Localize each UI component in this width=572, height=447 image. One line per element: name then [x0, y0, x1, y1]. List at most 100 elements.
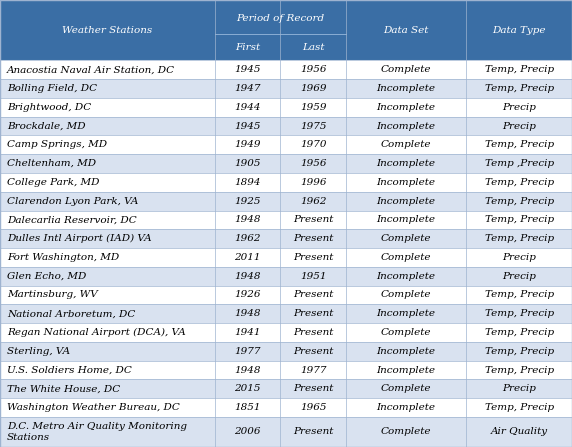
Text: Dulles Intl Airport (IAD) VA: Dulles Intl Airport (IAD) VA: [7, 234, 152, 243]
Text: Incomplete: Incomplete: [376, 347, 436, 356]
Text: Weather Stations: Weather Stations: [62, 25, 152, 35]
Bar: [0, 286, 572, 304]
Text: Temp, Precip: Temp, Precip: [484, 403, 554, 412]
Text: 1956: 1956: [300, 159, 327, 168]
Text: 1851: 1851: [234, 403, 261, 412]
Text: Present: Present: [293, 309, 333, 318]
Text: Camp Springs, MD: Camp Springs, MD: [7, 140, 107, 149]
Text: Dalecarlia Reservoir, DC: Dalecarlia Reservoir, DC: [7, 215, 137, 224]
Text: 1925: 1925: [234, 197, 261, 206]
Text: Complete: Complete: [381, 65, 431, 74]
Bar: [0, 380, 572, 398]
Text: Bolling Field, DC: Bolling Field, DC: [7, 84, 97, 93]
Text: National Arboretum, DC: National Arboretum, DC: [7, 309, 135, 318]
Text: Period of Record: Period of Record: [236, 13, 324, 23]
Text: Temp ,Precip: Temp ,Precip: [484, 159, 554, 168]
Text: Temp, Precip: Temp, Precip: [484, 178, 554, 187]
Bar: [0, 60, 572, 79]
Bar: [0, 342, 572, 361]
Text: 1948: 1948: [234, 366, 261, 375]
Text: Anacostia Naval Air Station, DC: Anacostia Naval Air Station, DC: [7, 65, 175, 74]
Text: Fort Washington, MD: Fort Washington, MD: [7, 253, 119, 262]
Text: Air Quality: Air Quality: [491, 427, 547, 436]
Text: Temp, Precip: Temp, Precip: [484, 328, 554, 337]
Text: 1977: 1977: [300, 366, 327, 375]
Text: 1959: 1959: [300, 103, 327, 112]
Text: Present: Present: [293, 328, 333, 337]
Text: Precip: Precip: [502, 122, 536, 131]
Text: 1926: 1926: [234, 291, 261, 299]
Bar: [0, 304, 572, 323]
Text: Clarendon Lyon Park, VA: Clarendon Lyon Park, VA: [7, 197, 138, 206]
Text: First: First: [235, 42, 260, 51]
Bar: [0, 135, 572, 154]
Text: Complete: Complete: [381, 291, 431, 299]
Text: Present: Present: [293, 215, 333, 224]
Bar: [0, 98, 572, 117]
Text: 1945: 1945: [234, 65, 261, 74]
Text: Present: Present: [293, 427, 333, 436]
Text: 1962: 1962: [300, 197, 327, 206]
Text: 2011: 2011: [234, 253, 261, 262]
Text: Incomplete: Incomplete: [376, 403, 436, 412]
Text: Incomplete: Incomplete: [376, 103, 436, 112]
Text: 1948: 1948: [234, 309, 261, 318]
Text: Incomplete: Incomplete: [376, 159, 436, 168]
Text: 1945: 1945: [234, 122, 261, 131]
Bar: [0, 0, 572, 60]
Text: 1894: 1894: [234, 178, 261, 187]
Text: Complete: Complete: [381, 328, 431, 337]
Text: Incomplete: Incomplete: [376, 197, 436, 206]
Text: Precip: Precip: [502, 384, 536, 393]
Text: 1948: 1948: [234, 272, 261, 281]
Text: Brightwood, DC: Brightwood, DC: [7, 103, 91, 112]
Text: 1975: 1975: [300, 122, 327, 131]
Bar: [0, 0, 572, 60]
Text: 1951: 1951: [300, 272, 327, 281]
Text: Complete: Complete: [381, 253, 431, 262]
Bar: [0, 248, 572, 267]
Text: 1947: 1947: [234, 84, 261, 93]
Bar: [0, 323, 572, 342]
Text: Data Type: Data Type: [492, 25, 546, 35]
Text: Complete: Complete: [381, 234, 431, 243]
Bar: [0, 211, 572, 229]
Text: 1977: 1977: [234, 347, 261, 356]
Text: Temp, Precip: Temp, Precip: [484, 140, 554, 149]
Text: Incomplete: Incomplete: [376, 122, 436, 131]
Text: 1962: 1962: [234, 234, 261, 243]
Text: Regan National Airport (DCA), VA: Regan National Airport (DCA), VA: [7, 328, 185, 337]
Text: Temp, Precip: Temp, Precip: [484, 65, 554, 74]
Text: 1948: 1948: [234, 215, 261, 224]
Text: Incomplete: Incomplete: [376, 215, 436, 224]
Text: Washington Weather Bureau, DC: Washington Weather Bureau, DC: [7, 403, 180, 412]
Text: Incomplete: Incomplete: [376, 272, 436, 281]
Text: 1996: 1996: [300, 178, 327, 187]
Text: Incomplete: Incomplete: [376, 366, 436, 375]
Text: Present: Present: [293, 234, 333, 243]
Text: Martinsburg, WV: Martinsburg, WV: [7, 291, 98, 299]
Text: Incomplete: Incomplete: [376, 178, 436, 187]
Text: Temp, Precip: Temp, Precip: [484, 84, 554, 93]
Bar: [0, 117, 572, 135]
Text: The White House, DC: The White House, DC: [7, 384, 120, 393]
Text: Temp, Precip: Temp, Precip: [484, 291, 554, 299]
Text: Cheltenham, MD: Cheltenham, MD: [7, 159, 96, 168]
Text: 1970: 1970: [300, 140, 327, 149]
Text: Temp, Precip: Temp, Precip: [484, 215, 554, 224]
Bar: [0, 267, 572, 286]
Text: Present: Present: [293, 384, 333, 393]
Bar: [0, 229, 572, 248]
Text: Incomplete: Incomplete: [376, 309, 436, 318]
Text: 1965: 1965: [300, 403, 327, 412]
Text: Sterling, VA: Sterling, VA: [7, 347, 70, 356]
Text: Complete: Complete: [381, 140, 431, 149]
Text: U.S. Soldiers Home, DC: U.S. Soldiers Home, DC: [7, 366, 132, 375]
Text: Glen Echo, MD: Glen Echo, MD: [7, 272, 86, 281]
Bar: [0, 79, 572, 98]
Text: Incomplete: Incomplete: [376, 84, 436, 93]
Text: 1941: 1941: [234, 328, 261, 337]
Text: Precip: Precip: [502, 272, 536, 281]
Text: Last: Last: [302, 42, 324, 51]
Bar: [0, 361, 572, 380]
